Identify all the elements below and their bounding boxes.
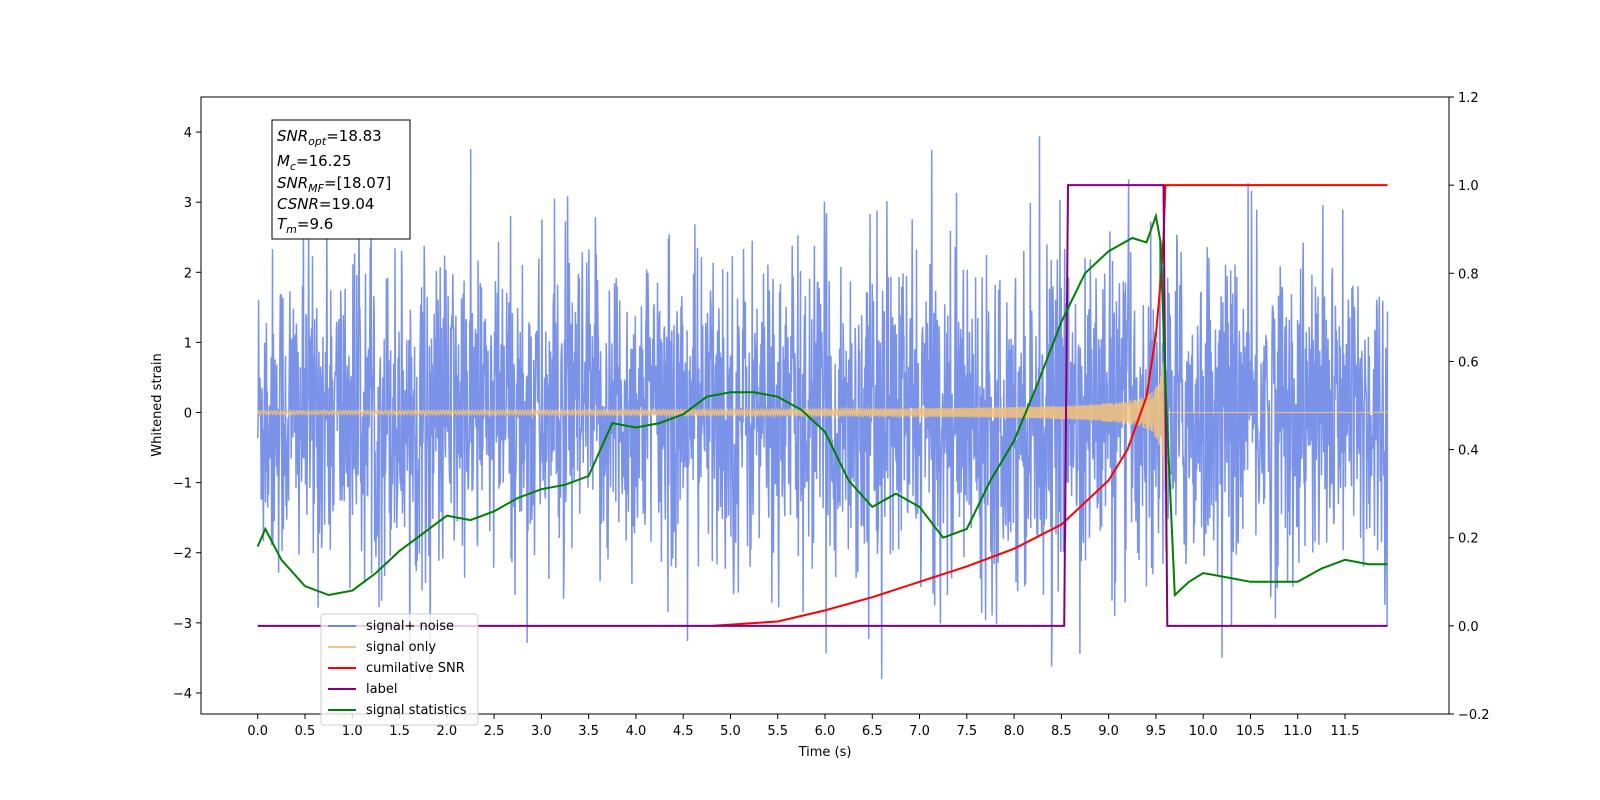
x-tick-label: 4.0 [626, 724, 647, 739]
y-tick-label-left: 4 [184, 126, 192, 141]
annotation-box: SNRopt=18.83 Mc=16.25 SNRMF=[18.07] CSNR… [271, 119, 411, 240]
y-tick-label-left: −1 [173, 477, 192, 492]
x-tick-label: 2.0 [436, 724, 457, 739]
y-tick-label-left: −3 [173, 617, 192, 632]
x-tick-label: 8.5 [1051, 724, 1072, 739]
x-tick-label: 3.0 [531, 724, 552, 739]
series-signal-statistics [256, 212, 1388, 598]
x-tick-label: 4.5 [673, 724, 694, 739]
legend-label-label: label [366, 682, 397, 697]
y-tick-label-left: −2 [173, 547, 192, 562]
annotation-snr-mf: SNRMF=[18.07] [277, 174, 391, 195]
y-tick-label-right: −0.2 [1458, 708, 1490, 723]
annotation-tm: Tm=9.6 [277, 215, 333, 236]
annotation-mc: Mc=16.25 [277, 152, 352, 173]
x-tick-label: 8.0 [1004, 724, 1025, 739]
x-tick-label: 5.5 [767, 724, 788, 739]
x-axis-title: Time (s) [798, 745, 852, 760]
y-tick-label-left: −4 [173, 687, 192, 702]
x-tick-label: 5.0 [720, 724, 741, 739]
x-tick-label: 11.0 [1283, 724, 1312, 739]
legend-frame [320, 613, 479, 726]
y-tick-label-right: 0.0 [1458, 620, 1479, 635]
y-tick-label-left: 3 [184, 196, 192, 211]
legend-label-signal-noise: signal+ noise [366, 619, 454, 634]
y-tick-label-right: 0.4 [1458, 444, 1479, 459]
y-tick-label-left: 1 [184, 336, 192, 351]
x-tick-label: 10.5 [1236, 724, 1265, 739]
x-tick-label: 3.5 [578, 724, 599, 739]
axes-ticks: 0.0 0.5 1.0 1.5 2.0 2.5 3.0 3.5 4.0 4.5 5.0 5.5 6.0 6… [173, 91, 1490, 739]
x-tick-label: 6.5 [862, 724, 883, 739]
y-tick-label-right: 0.2 [1458, 532, 1479, 547]
legend: signal+ noise signal only cumilative SNR… [320, 613, 479, 726]
y-tick-label-right: 1.2 [1458, 91, 1479, 106]
annotation-frame [271, 119, 411, 240]
x-tick-label: 1.0 [342, 724, 363, 739]
x-tick-label: 0.5 [295, 724, 316, 739]
y-axis-title: Whitened strain [150, 353, 165, 456]
x-tick-label: 6.0 [815, 724, 836, 739]
plot-area [256, 124, 1389, 679]
series-signal-only [257, 327, 1388, 551]
annotation-csnr: CSNR=19.04 [277, 195, 374, 213]
y-tick-label-right: 1.0 [1458, 179, 1479, 194]
y-tick-label-right: 0.8 [1458, 267, 1479, 282]
x-tick-label: 10.0 [1189, 724, 1218, 739]
x-tick-label: 1.5 [389, 724, 410, 739]
legend-label-signal-statistics: signal statistics [366, 703, 467, 718]
series-label [257, 184, 1388, 627]
y-tick-label-left: 0 [184, 407, 192, 422]
x-tick-label: 0.0 [247, 724, 268, 739]
x-tick-label: 9.0 [1098, 724, 1119, 739]
y-tick-label-left: 2 [184, 266, 192, 281]
y-tick-label-right: 0.6 [1458, 355, 1479, 370]
legend-label-signal-only: signal only [366, 640, 436, 655]
legend-label-cumilative-snr: cumilative SNR [366, 661, 465, 676]
annotation-snr-opt: SNRopt=18.83 [277, 127, 382, 148]
x-tick-label: 7.5 [956, 724, 977, 739]
x-tick-label: 7.0 [909, 724, 930, 739]
x-tick-label: 11.5 [1331, 724, 1360, 739]
series-signal-noise [256, 124, 1389, 679]
x-tick-label: 2.5 [484, 724, 505, 739]
x-tick-label: 9.5 [1146, 724, 1167, 739]
